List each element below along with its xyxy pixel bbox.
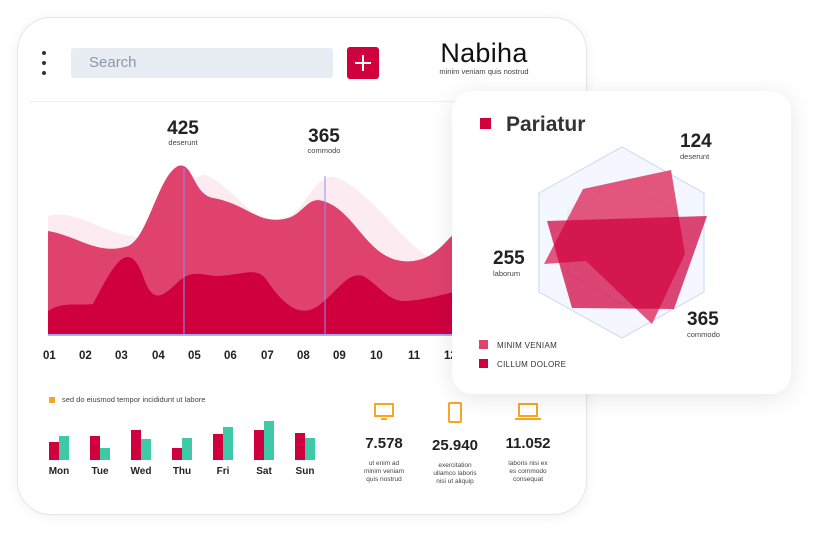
bar-teal: [141, 439, 151, 460]
add-button[interactable]: [347, 47, 379, 79]
search-input[interactable]: Search: [71, 48, 333, 78]
radar-stat-label: laborum: [493, 269, 521, 278]
bar-teal: [59, 436, 69, 460]
radar-stat-value: 365: [687, 309, 719, 330]
baseline-glow: [48, 334, 458, 336]
bar-red: [213, 434, 223, 460]
bar-red: [131, 430, 141, 460]
stat-caption: ut enim ad minim veniam quis nostrud: [363, 460, 405, 483]
radar-legend-item: CILLUM DOLORE: [479, 359, 567, 369]
bar-teal: [223, 427, 233, 460]
day-label: Fri: [216, 466, 230, 477]
day-label: Sun: [295, 466, 315, 477]
legend-label: sed do eiusmod tempor incididunt ut labo…: [62, 395, 206, 404]
day-label: Tue: [91, 466, 109, 477]
radar-stat: 255 laborum: [493, 248, 525, 278]
bar-teal: [100, 448, 110, 460]
stat-value: 11.052: [505, 435, 551, 452]
laptop-icon: [515, 403, 541, 420]
bar-red: [172, 448, 182, 460]
day-label: Sat: [256, 466, 272, 477]
day-label: Wed: [130, 466, 152, 477]
peak-label: 365 commodo: [296, 126, 352, 155]
month-label: 01: [43, 350, 56, 362]
area-chart: [48, 165, 458, 336]
radar-series-red: [547, 216, 707, 309]
radar-title: Pariatur: [480, 113, 585, 137]
peak-caption: commodo: [307, 146, 341, 155]
stat-block: 25.940 exercitation ullamco laboris nisi u…: [415, 402, 495, 486]
radar-card: Pariatur 124 deserunt 255 laborum 365 co…: [452, 91, 791, 394]
stat-value: 7.578: [365, 435, 403, 452]
month-label: 03: [115, 350, 128, 362]
stat-block: 7.578 ut enim ad minim veniam quis nostrud: [344, 402, 424, 484]
bar-teal: [305, 438, 315, 460]
month-label: 08: [297, 350, 310, 362]
stat-block: 11.052 laboris nisi ex es commodo consequa…: [488, 402, 568, 484]
month-label: 09: [333, 350, 346, 362]
radar-stat: 124 deserunt: [680, 131, 712, 161]
bar-chart-legend: sed do eiusmod tempor incididunt ut labo…: [49, 395, 205, 404]
month-label: 04: [152, 350, 165, 362]
header-divider: [30, 101, 580, 102]
brand-tagline: minim veniam quis nostrud: [439, 67, 529, 76]
bar-chart: [49, 421, 315, 460]
tablet-icon: [448, 402, 462, 423]
stat-value: 25.940: [432, 437, 478, 454]
month-label: 02: [79, 350, 92, 362]
month-label: 05: [188, 350, 201, 362]
title-marker: [480, 117, 491, 129]
legend-swatch: [49, 397, 55, 404]
bar-teal: [182, 438, 192, 460]
stat-caption: exercitation ullamco laboris nisi ut aliqu…: [433, 462, 477, 485]
peak-caption: deserunt: [168, 138, 198, 147]
area-series-front: [48, 257, 458, 334]
peak-value: 425: [167, 118, 199, 139]
peak-label: 425 deserunt: [155, 118, 211, 147]
radar-stat-label: deserunt: [680, 152, 710, 161]
radar-title-text: Pariatur: [506, 113, 586, 136]
legend-swatch: [479, 359, 488, 369]
legend-label: CILLUM DOLORE: [497, 360, 567, 369]
menu-icon[interactable]: [40, 50, 48, 76]
day-label: Mon: [48, 466, 70, 477]
bar-red: [90, 436, 100, 460]
bar-red: [254, 430, 264, 460]
radar-chart: [538, 146, 707, 339]
month-label: 07: [261, 350, 274, 362]
bar-teal: [264, 421, 274, 460]
radar-stat-value: 124: [680, 131, 712, 152]
peak-value: 365: [308, 126, 340, 147]
month-label: 10: [370, 350, 383, 362]
legend-label: MINIM VENIAM: [497, 341, 558, 350]
month-label: 11: [408, 350, 421, 362]
legend-swatch: [479, 340, 488, 350]
brand-logo: Nabiha minim veniam quis nostrud: [414, 38, 554, 76]
monitor-icon: [374, 403, 394, 420]
bar-red: [295, 433, 305, 460]
radar-legend-item: MINIM VENIAM: [479, 340, 558, 350]
bar-red: [49, 442, 59, 460]
radar-stat-value: 255: [493, 248, 525, 269]
stat-caption: laboris nisi ex es commodo consequat: [508, 460, 548, 483]
brand-name: Nabiha: [440, 38, 528, 68]
day-label: Thu: [172, 466, 192, 477]
radar-stat-label: commodo: [687, 330, 720, 339]
radar-stat: 365 commodo: [687, 309, 720, 339]
month-label: 06: [224, 350, 237, 362]
